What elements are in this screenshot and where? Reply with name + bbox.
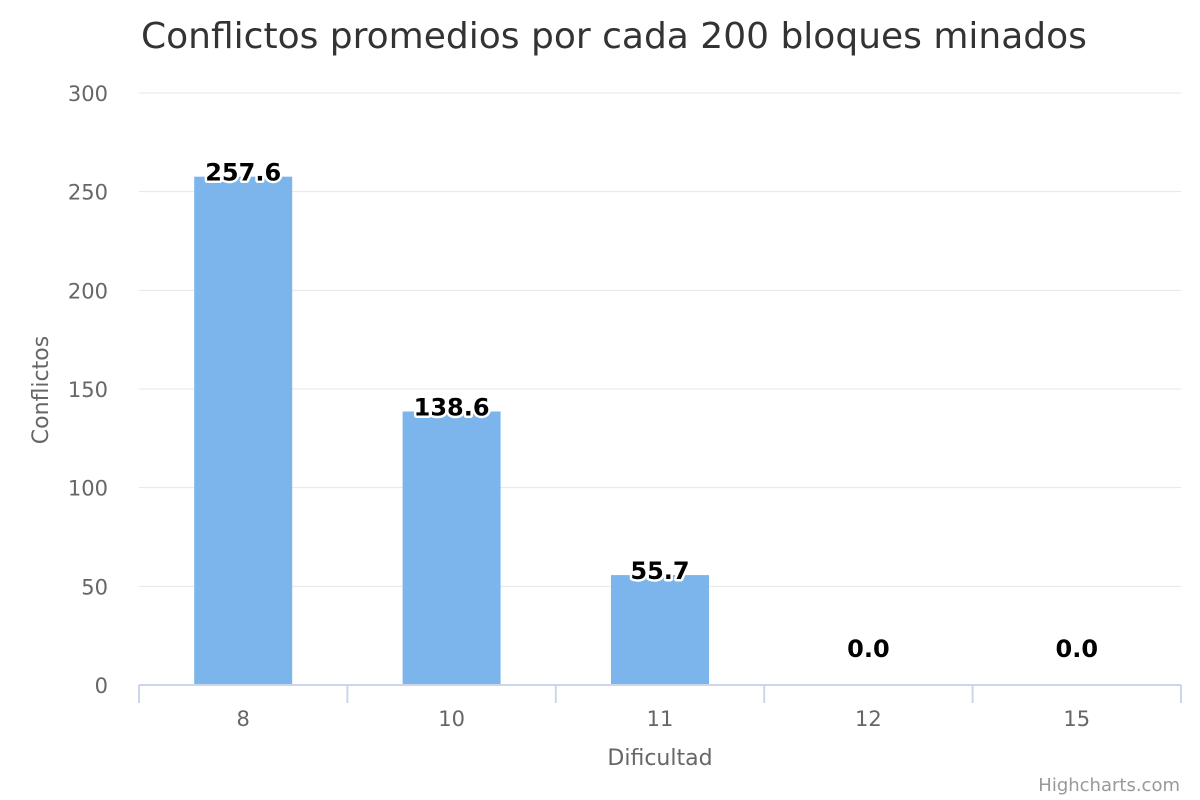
x-tick-label: 11 [647, 707, 674, 731]
x-tick-label: 10 [438, 707, 465, 731]
credits-link[interactable]: Highcharts.com [1038, 775, 1180, 796]
y-axis-title: Conflictos [29, 336, 54, 444]
y-tick-label: 150 [68, 378, 108, 402]
bar[interactable] [402, 411, 501, 685]
data-labels: 257.6 138.6 55.7 0.0 0.0 [203, 156, 1101, 665]
y-tick-label: 300 [68, 82, 108, 106]
y-tick-label: 200 [68, 279, 108, 303]
grid [139, 92, 1181, 587]
x-axis-title: Dificultad [607, 746, 712, 771]
bar[interactable] [611, 575, 709, 685]
y-tick-label: 50 [81, 575, 108, 599]
data-label: 0.0 [1056, 635, 1099, 663]
y-tick-label: 100 [68, 477, 108, 501]
y-tick-label: 250 [68, 181, 108, 205]
x-tick-label: 15 [1063, 707, 1090, 731]
y-tick-label: 0 [95, 674, 108, 698]
data-label: 55.7 [630, 557, 689, 585]
bars [194, 176, 709, 686]
bar[interactable] [194, 176, 293, 686]
x-axis-ticks: 8 10 11 12 15 [237, 707, 1091, 731]
x-axis [138, 684, 1182, 703]
data-label: 138.6 [414, 393, 490, 421]
data-label: 0.0 [847, 635, 890, 663]
x-tick-label: 12 [855, 707, 882, 731]
data-label: 257.6 [205, 159, 281, 187]
chart-title: Conflictos promedios por cada 200 bloque… [141, 16, 1087, 57]
y-axis-ticks: 0 50 100 150 200 250 300 [68, 82, 108, 698]
x-tick-label: 8 [237, 707, 250, 731]
